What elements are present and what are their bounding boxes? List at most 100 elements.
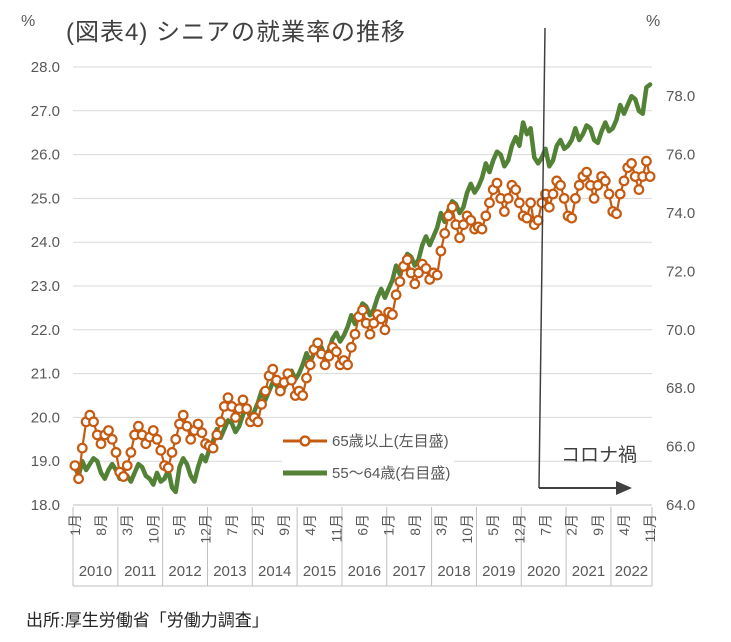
series-65plus-marker — [446, 201, 458, 213]
series-65plus-marker — [312, 337, 324, 349]
series-65plus-marker — [394, 276, 406, 288]
series-65plus-marker — [570, 192, 581, 204]
series-65plus-marker — [185, 433, 197, 445]
month-tick: 9月 — [276, 514, 292, 536]
right-axis-tick: 74.0 — [666, 205, 695, 222]
series-65plus-marker — [241, 403, 253, 415]
right-axis-tick: 66.0 — [666, 439, 695, 456]
series-65plus-marker — [237, 394, 249, 406]
series-65plus-marker — [379, 324, 391, 336]
year-label: 2016 — [348, 563, 381, 580]
series-65plus-marker — [566, 212, 578, 224]
month-tick: 7月 — [538, 514, 554, 536]
series-55-64-line — [72, 82, 653, 495]
month-tick: 7月 — [224, 514, 240, 536]
left-axis-tick: 21.0 — [31, 366, 60, 383]
left-axis-tick: 26.0 — [31, 147, 60, 164]
series-65plus-marker — [499, 206, 510, 217]
series-65plus-marker — [614, 188, 626, 200]
series-65plus-marker — [117, 471, 129, 482]
series-65plus-marker — [547, 188, 559, 200]
month-tick: 9月 — [590, 514, 606, 536]
right-axis-tick: 78.0 — [666, 88, 695, 105]
series-65plus-marker — [103, 425, 114, 436]
series-65plus-marker — [525, 197, 536, 209]
series-65plus-marker — [88, 416, 99, 428]
series-65plus-marker — [555, 179, 566, 191]
series-65plus-marker — [502, 192, 514, 204]
series-65plus-marker — [73, 473, 84, 485]
covid-arrowhead-icon — [616, 481, 632, 495]
year-label: 2017 — [393, 563, 426, 580]
series-65plus-marker — [521, 212, 533, 224]
series-65plus-marker — [69, 460, 81, 472]
month-tick: 1月 — [67, 514, 83, 536]
series-65plus-marker — [454, 232, 466, 244]
month-tick: 1月 — [381, 514, 397, 536]
series-65plus-marker — [147, 425, 159, 436]
series-65plus-marker — [76, 442, 88, 454]
series-65plus-marker — [125, 447, 137, 458]
month-tick: 12月 — [198, 514, 214, 544]
year-label: 2022 — [615, 563, 648, 580]
legend-label-55-64: 55〜64歳(右目盛) — [332, 465, 451, 482]
series-65plus-marker — [558, 192, 570, 204]
month-tick: 2月 — [250, 514, 266, 536]
series-65plus-marker — [484, 197, 495, 209]
month-tick: 11月 — [642, 514, 658, 543]
employment-rate-line-chart: 28.0 27.0 26.0 25.0 24.0 23.0 22.0 21.0 20.0 19.0… — [31, 27, 695, 587]
series-65plus-marker — [641, 155, 652, 167]
series-65plus-marker — [106, 433, 118, 445]
series-65plus-marker — [331, 346, 342, 358]
series-65plus-marker — [644, 171, 656, 182]
month-tick: 5月 — [485, 514, 501, 536]
series-65plus-marker — [286, 374, 297, 386]
legend-label-65plus: 65歳以上(左目盛) — [332, 433, 449, 450]
series-65plus-marker — [192, 418, 204, 430]
series-65plus-marker — [443, 210, 454, 222]
month-tick: 6月 — [355, 514, 371, 536]
series-65plus-marker — [532, 214, 544, 226]
legend-line-marker-55-64 — [282, 467, 328, 479]
series-65plus-marker — [573, 179, 585, 191]
series-65plus-marker — [510, 184, 522, 196]
chart-title: (図表4) シニアの就業率の推移 — [66, 19, 406, 46]
series-65plus-marker — [588, 192, 600, 204]
series-65plus-marker — [581, 166, 592, 178]
series-65plus-marker — [390, 289, 402, 301]
covid-vertical-line — [538, 27, 546, 489]
left-axis-tick: 22.0 — [31, 322, 60, 339]
left-axis-tick: 27.0 — [31, 103, 60, 120]
series-65plus-marker — [375, 313, 387, 325]
series-65plus-marker — [345, 341, 357, 353]
series-65plus-marker — [211, 429, 223, 441]
left-axis-tick: 28.0 — [31, 59, 60, 76]
series-65plus-marker — [401, 254, 413, 266]
left-axis-tick: 24.0 — [31, 234, 60, 251]
series-65plus-marker — [121, 460, 133, 472]
series-65plus-marker — [603, 188, 615, 200]
month-tick: 3月 — [433, 514, 449, 536]
month-tick: 8月 — [407, 514, 423, 536]
right-axis-unit: % — [646, 13, 661, 30]
month-tick: 3月 — [119, 514, 135, 536]
month-tick: 8月 — [93, 514, 109, 536]
covid-annotation-label: コロナ禍 — [561, 445, 638, 466]
series-65plus-marker — [215, 416, 227, 428]
series-65plus-marker — [599, 175, 611, 187]
month-tick: 10月 — [459, 514, 475, 544]
series-65plus-marker — [319, 359, 331, 371]
series-65plus-marker — [132, 420, 144, 432]
month-tick: 12月 — [511, 514, 527, 544]
series-65plus-marker — [304, 359, 316, 371]
series-65plus-marker — [252, 416, 264, 428]
series-65plus-marker — [439, 227, 451, 239]
series-65plus-marker — [155, 444, 167, 456]
series-65plus-marker — [166, 447, 178, 458]
series-65plus-marker — [387, 309, 398, 320]
series-65plus-marker — [357, 304, 368, 316]
series-65plus-marker — [431, 269, 443, 281]
series-65plus-marker — [151, 433, 163, 445]
year-label: 2014 — [258, 563, 291, 580]
